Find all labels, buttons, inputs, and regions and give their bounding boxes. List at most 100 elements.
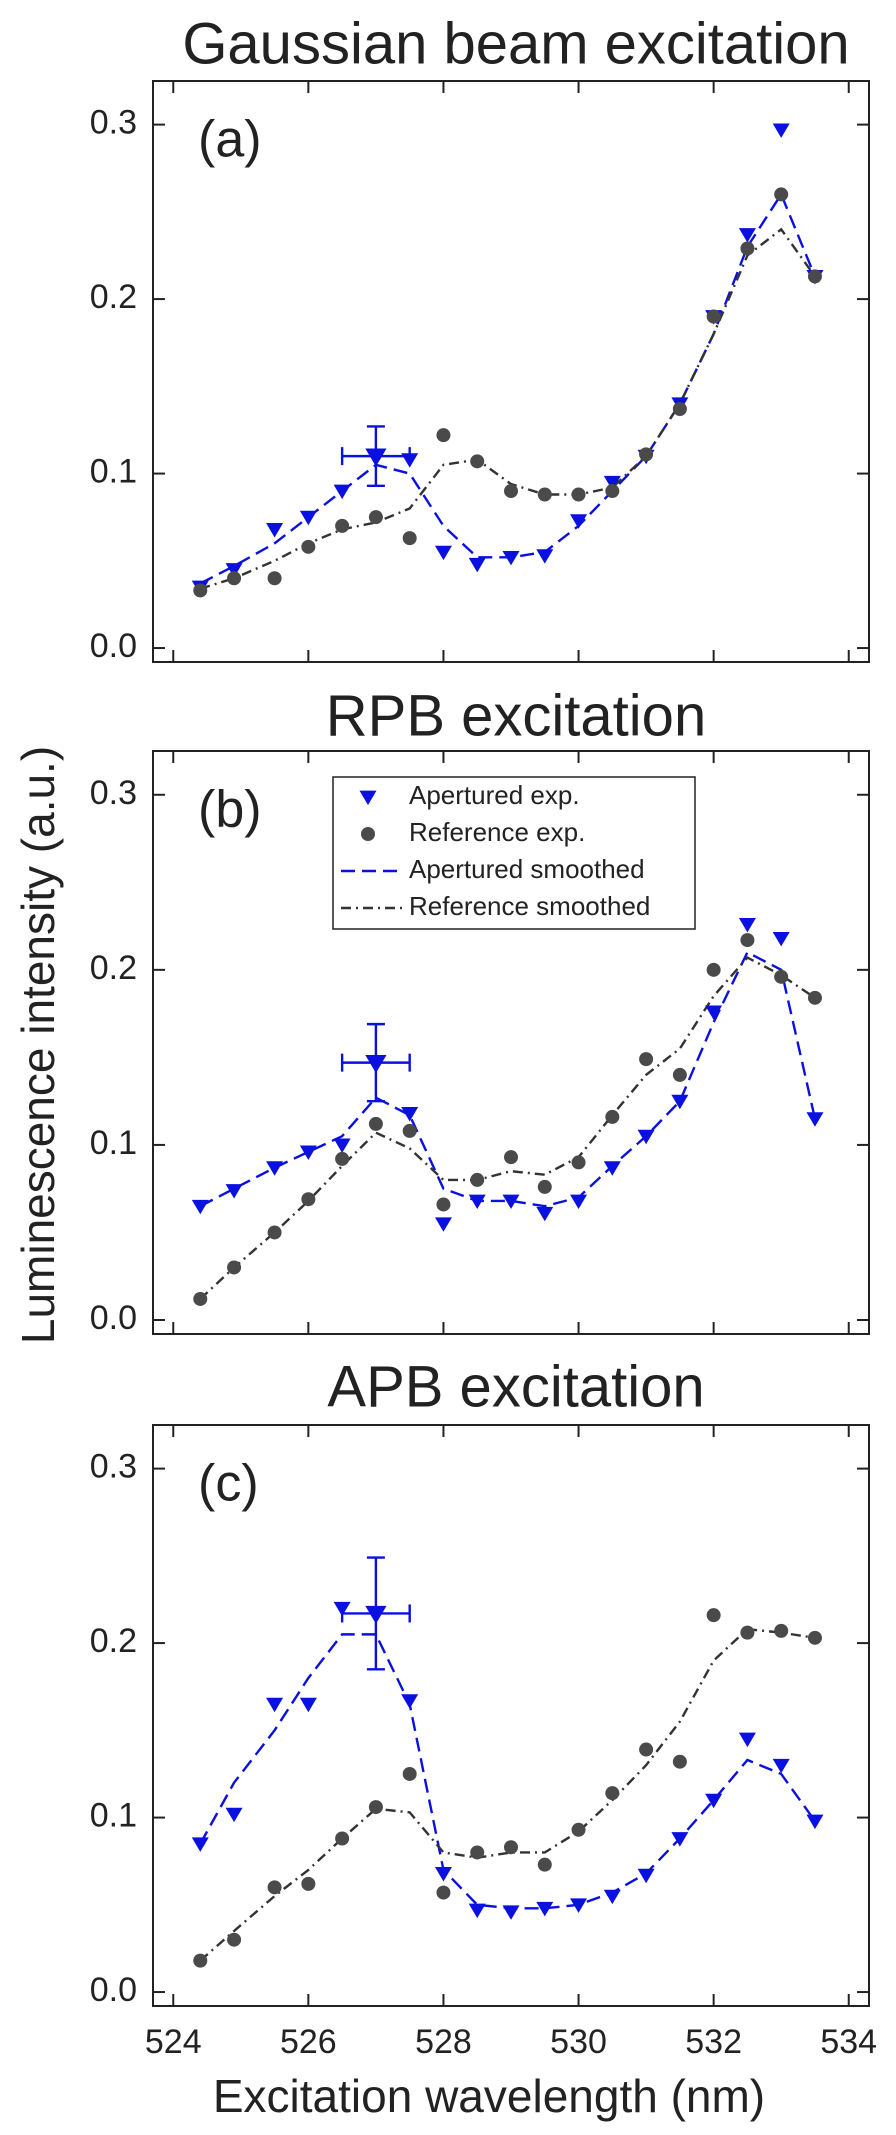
data-point — [774, 1623, 789, 1638]
data-point — [436, 428, 451, 443]
data-point — [299, 1697, 317, 1713]
series-line — [199, 191, 817, 585]
data-point — [266, 523, 284, 538]
data-point — [738, 228, 756, 243]
plot-frame — [152, 1424, 870, 2007]
x-tick-label: 534 — [820, 2023, 877, 2061]
data-point — [367, 1056, 385, 1071]
data-point — [706, 309, 721, 324]
data-point — [504, 484, 518, 499]
x-axis-label: Excitation wavelength (nm) — [213, 2070, 765, 2122]
legend-label: Apertured exp. — [409, 780, 580, 810]
data-point — [537, 487, 552, 502]
data-point — [571, 487, 586, 502]
series-line — [199, 956, 816, 1300]
data-point — [537, 1179, 552, 1194]
x-tick-label: 524 — [145, 2023, 202, 2061]
data-point — [672, 402, 687, 417]
data-point — [267, 1225, 282, 1240]
data-point — [672, 1067, 687, 1082]
data-point — [504, 1840, 518, 1855]
data-point — [436, 1885, 451, 1900]
data-point — [671, 1094, 689, 1110]
data-point — [191, 1199, 209, 1215]
data-point — [267, 571, 282, 586]
data-point — [266, 1697, 284, 1713]
data-point — [301, 539, 316, 554]
x-tick-label: 526 — [280, 2023, 337, 2061]
data-point — [639, 1742, 654, 1757]
data-point — [502, 550, 520, 566]
data-point — [603, 475, 621, 491]
data-point — [193, 1291, 208, 1306]
data-point — [267, 1880, 282, 1895]
plot-frame — [152, 750, 870, 1335]
data-point — [502, 1905, 520, 1920]
data-point — [225, 563, 243, 578]
legend-box — [332, 776, 696, 930]
data-point — [537, 1857, 552, 1872]
data-point — [774, 187, 789, 202]
legend-symbol — [359, 790, 377, 806]
data-point — [637, 1868, 655, 1884]
data-point — [335, 518, 350, 533]
data-point — [193, 583, 208, 598]
panel-label: (b) — [198, 781, 262, 839]
data-point — [470, 454, 485, 469]
legend-label: Apertured smoothed — [409, 854, 645, 884]
x-tick-label: 528 — [415, 2023, 472, 2061]
data-point — [740, 933, 755, 948]
data-point — [402, 1766, 417, 1781]
data-point — [671, 1832, 689, 1847]
data-point — [367, 1607, 385, 1622]
data-point — [470, 1172, 485, 1187]
data-point — [368, 1116, 383, 1131]
data-point — [639, 447, 654, 462]
legend-symbol — [361, 827, 375, 841]
data-point — [806, 1814, 824, 1830]
y-tick-label: 0.0 — [90, 627, 137, 665]
y-tick-label: 0.1 — [90, 1797, 137, 1835]
data-point — [402, 531, 417, 546]
data-point — [536, 1901, 554, 1917]
panel-title: APB excitation — [327, 1354, 704, 1419]
data-point — [605, 1786, 620, 1801]
y-tick-label: 0.0 — [90, 1299, 137, 1337]
data-point — [672, 1754, 687, 1769]
data-point — [225, 1184, 243, 1199]
data-point — [367, 449, 385, 465]
series-line — [199, 950, 817, 1208]
data-point — [603, 1889, 621, 1905]
y-tick-label: 0.3 — [90, 104, 137, 142]
data-point — [502, 1194, 520, 1210]
y-axis-label: Luminescence intensity (a.u.) — [12, 746, 64, 1344]
data-point — [706, 962, 721, 977]
data-point — [468, 1194, 486, 1210]
data-point — [468, 557, 486, 573]
y-tick-label: 0.0 — [90, 1971, 137, 2009]
data-point — [639, 1052, 654, 1067]
y-tick-label: 0.2 — [90, 949, 137, 987]
data-point — [301, 1192, 316, 1207]
data-point — [570, 1194, 588, 1210]
data-point — [504, 1150, 518, 1165]
data-point — [470, 1845, 485, 1860]
data-point — [570, 514, 588, 529]
data-point — [401, 453, 419, 468]
y-tick-label: 0.1 — [90, 453, 137, 491]
data-point — [738, 917, 756, 933]
data-point — [536, 549, 554, 564]
data-point — [605, 484, 620, 499]
data-point — [434, 1867, 452, 1882]
data-point — [434, 1217, 452, 1232]
data-point — [637, 1129, 655, 1145]
panel-label: (c) — [198, 1455, 259, 1513]
legend-label: Reference smoothed — [409, 891, 650, 921]
series-line — [199, 1627, 816, 1962]
data-point — [266, 1161, 284, 1176]
series-line — [199, 227, 816, 590]
data-point — [772, 123, 790, 138]
data-point — [227, 1932, 242, 1947]
